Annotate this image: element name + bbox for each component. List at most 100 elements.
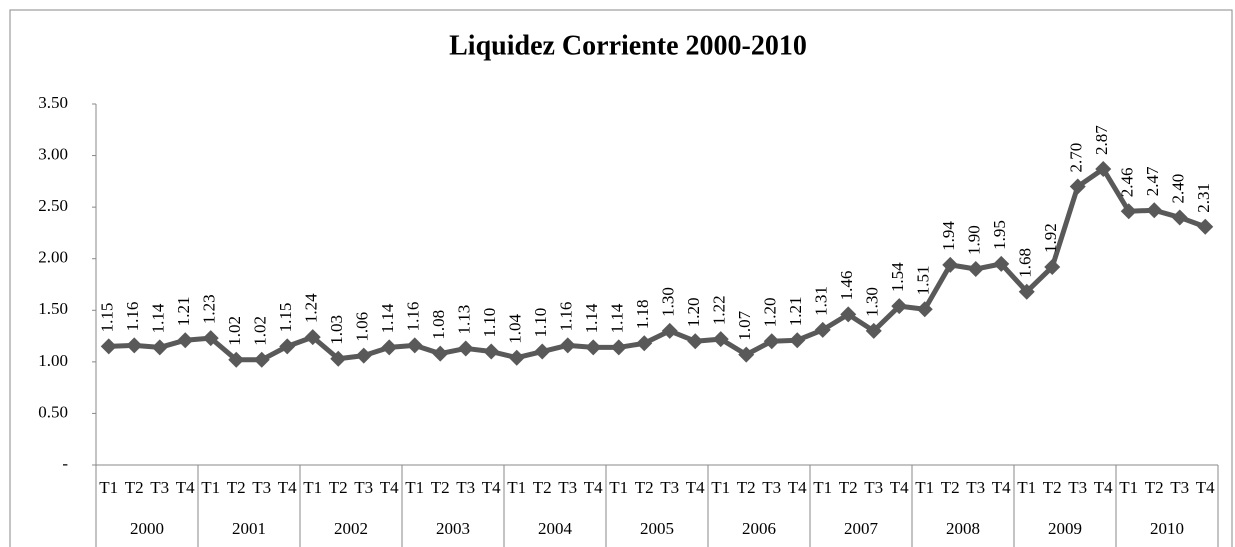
- x-tick-label: T2: [635, 478, 654, 497]
- data-label: 1.21: [174, 296, 193, 326]
- data-label: 1.20: [761, 297, 780, 327]
- data-point: [942, 256, 959, 273]
- x-group-label: 2003: [436, 519, 470, 538]
- data-point: [891, 298, 908, 315]
- data-point: [789, 332, 806, 349]
- data-point: [177, 332, 194, 349]
- data-point: [865, 322, 882, 339]
- data-point: [126, 337, 143, 354]
- data-label: 1.03: [327, 315, 346, 345]
- data-label: 2.31: [1194, 183, 1213, 213]
- data-label: 1.15: [276, 303, 295, 333]
- x-tick-label: T1: [1119, 478, 1138, 497]
- x-group-label: 2009: [1048, 519, 1082, 538]
- data-label: 1.94: [939, 221, 958, 251]
- x-tick-label: T4: [788, 478, 807, 497]
- series-line: [108, 166, 1207, 363]
- data-label: 1.02: [251, 316, 270, 346]
- data-point: [1044, 258, 1061, 275]
- x-tick-label: T2: [329, 478, 348, 497]
- data-label: 1.46: [837, 271, 856, 301]
- x-tick-label: T1: [915, 478, 934, 497]
- data-label: 1.54: [888, 262, 907, 292]
- x-tick-label: T2: [227, 478, 246, 497]
- x-tick-label: T2: [839, 478, 858, 497]
- y-tick-label: 3.50: [38, 93, 68, 112]
- data-label: 1.04: [506, 313, 525, 343]
- data-point: [1197, 218, 1214, 235]
- data-point: [610, 339, 627, 356]
- data-label: 2.40: [1169, 174, 1188, 204]
- y-tick-label: 1.00: [38, 351, 68, 370]
- data-label: 2.46: [1118, 168, 1137, 198]
- x-tick-label: T4: [482, 478, 501, 497]
- data-label: 1.14: [608, 303, 627, 333]
- x-group-label: 2004: [538, 519, 573, 538]
- x-tick-label: T2: [1145, 478, 1164, 497]
- x-tick-label: T3: [966, 478, 985, 497]
- data-point: [1069, 178, 1086, 195]
- x-tick-label: T1: [201, 478, 220, 497]
- data-point: [508, 349, 525, 366]
- data-point: [712, 331, 729, 348]
- data-label: 1.10: [480, 308, 499, 338]
- x-tick-label: T4: [584, 478, 603, 497]
- data-point: [585, 339, 602, 356]
- data-point: [661, 322, 678, 339]
- data-label: 1.24: [302, 293, 321, 323]
- data-point: [228, 351, 245, 368]
- data-point: [636, 335, 653, 352]
- data-label: 2.87: [1092, 125, 1111, 155]
- x-tick-label: T3: [252, 478, 271, 497]
- chart-frame: [9, 9, 1233, 547]
- x-tick-label: T2: [533, 478, 552, 497]
- x-tick-label: T2: [737, 478, 756, 497]
- x-tick-label: T1: [405, 478, 424, 497]
- chart-title: Liquidez Corriente 2000-2010: [449, 30, 807, 61]
- data-point: [253, 351, 270, 368]
- x-tick-label: T3: [660, 478, 679, 497]
- x-tick-label: T3: [1068, 478, 1087, 497]
- x-tick-label: T4: [992, 478, 1011, 497]
- data-point: [304, 329, 321, 346]
- x-tick-label: T3: [150, 478, 169, 497]
- data-label: 1.21: [786, 296, 805, 326]
- data-label: 1.90: [965, 225, 984, 255]
- data-label: 1.15: [98, 303, 117, 333]
- data-point: [151, 339, 168, 356]
- x-group-label: 2005: [640, 519, 674, 538]
- data-label: 1.30: [659, 287, 678, 317]
- data-point: [840, 306, 857, 323]
- data-point: [1171, 209, 1188, 226]
- data-point: [279, 338, 296, 355]
- data-point: [1018, 283, 1035, 300]
- x-group-label: 2007: [844, 519, 879, 538]
- data-label: 1.10: [531, 308, 550, 338]
- data-label: 1.51: [914, 266, 933, 296]
- y-tick-label: 2.50: [38, 196, 68, 215]
- data-point: [814, 321, 831, 338]
- data-point: [483, 343, 500, 360]
- x-tick-label: T3: [1170, 478, 1189, 497]
- x-group-label: 2008: [946, 519, 980, 538]
- data-point: [1146, 202, 1163, 219]
- data-point: [355, 347, 372, 364]
- y-tick-label: 2.00: [38, 248, 68, 267]
- x-tick-label: T1: [813, 478, 832, 497]
- data-label: 1.20: [684, 297, 703, 327]
- data-label: 1.92: [1041, 223, 1060, 253]
- x-tick-label: T1: [711, 478, 730, 497]
- x-group-label: 2010: [1150, 519, 1184, 538]
- x-tick-label: T1: [303, 478, 322, 497]
- x-group-label: 2002: [334, 519, 368, 538]
- data-label: 1.08: [429, 310, 448, 340]
- x-group-label: 2001: [232, 519, 266, 538]
- y-tick-label: -: [62, 454, 68, 473]
- x-tick-label: T3: [456, 478, 475, 497]
- data-point: [967, 261, 984, 278]
- x-tick-label: T1: [1017, 478, 1036, 497]
- x-tick-label: T4: [278, 478, 297, 497]
- x-tick-label: T4: [1094, 478, 1113, 497]
